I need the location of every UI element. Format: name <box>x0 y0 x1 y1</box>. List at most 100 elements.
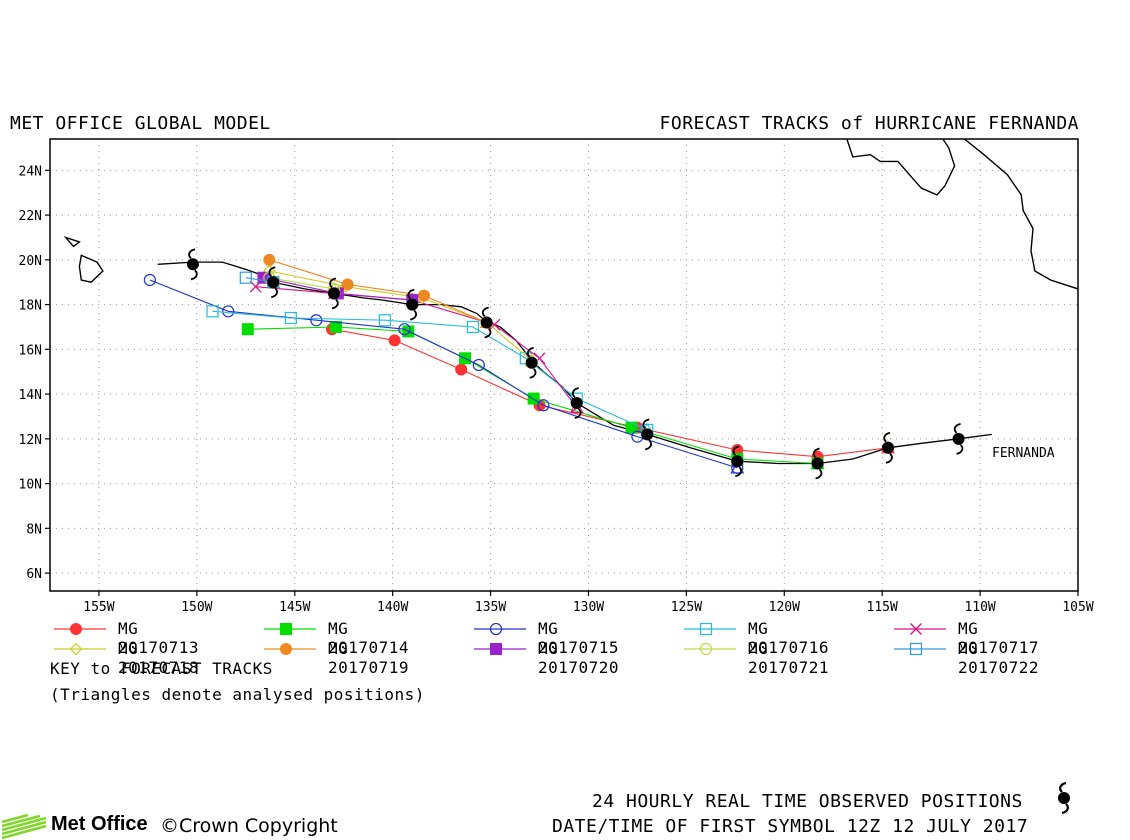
legend-marker <box>474 643 526 655</box>
hurricane-symbol-icon <box>267 266 280 299</box>
lon-tick-label: 110W <box>964 600 995 615</box>
copyright: ©Crown Copyright <box>160 815 338 837</box>
legend-marker <box>894 642 946 656</box>
legend-marker <box>54 623 106 635</box>
island <box>78 254 104 283</box>
legend-marker <box>894 623 946 635</box>
hurricane-symbol-icon <box>811 447 824 480</box>
forecast-line <box>255 286 578 408</box>
track-map: FERNANDA 24N 22N 20N 18N 16N 14N 12N 10N 8N 6N 155W… <box>19 138 1094 615</box>
forecast-point <box>239 271 252 284</box>
legend-marker <box>54 642 106 656</box>
forecast-point <box>284 311 297 325</box>
storm-label: FERNANDA <box>992 446 1055 461</box>
legend-label: MG 20170714 <box>328 619 410 657</box>
hurricane-symbol-icon <box>480 306 493 339</box>
legend-label: MG 20170721 <box>748 639 830 677</box>
lon-tick-label: 145W <box>279 600 310 615</box>
forecast-point <box>378 314 391 327</box>
legend-marker <box>684 642 736 656</box>
hurricane-symbol-icon <box>952 422 965 455</box>
forecast-point <box>388 334 401 347</box>
forecast-point <box>537 399 550 412</box>
lon-tick-label: 115W <box>867 600 898 615</box>
observed-track <box>157 261 992 465</box>
forecast-point <box>472 358 485 372</box>
first-symbol-datetime: DATE/TIME OF FIRST SYMBOL 12Z 12 JULY 20… <box>552 816 1029 837</box>
legend-label: MG 20170716 <box>748 619 830 657</box>
legend-marker <box>264 623 316 635</box>
lon-tick-label: 155W <box>83 600 114 615</box>
forecast-point <box>455 363 468 376</box>
legend-note: (Triangles denote analysed positions) <box>50 685 425 704</box>
forecast-point <box>143 273 156 287</box>
chart-title: FORECAST TRACKS of HURRICANE FERNANDA <box>659 113 1079 134</box>
model-title: MET OFFICE GLOBAL MODEL <box>10 113 271 134</box>
lat-tick-label: 14N <box>19 388 42 403</box>
forecast-point <box>625 421 638 434</box>
lon-tick-label: 150W <box>181 600 212 615</box>
lat-tick-label: 18N <box>19 299 42 314</box>
forecast-point <box>222 305 235 318</box>
legend-label: MG 20170718 <box>118 639 200 677</box>
met-office-logo-icon <box>1 813 47 840</box>
hurricane-symbol-icon <box>406 288 419 321</box>
forecast-track-3 <box>143 273 745 475</box>
lat-tick-label: 12N <box>19 433 42 448</box>
lon-tick-label: 140W <box>377 600 408 615</box>
coastline <box>846 139 956 196</box>
forecast-point <box>310 314 323 327</box>
forecast-point <box>341 278 354 291</box>
forecast-point <box>241 323 254 336</box>
forecast-line <box>269 277 334 290</box>
forecast-point <box>466 320 480 334</box>
legend-label: MG 20170720 <box>538 639 620 677</box>
legend-label: MG 20170715 <box>538 619 620 657</box>
met-office-logo-text: Met Office <box>51 813 148 835</box>
legend-label: MG 20170722 <box>958 639 1040 677</box>
lat-tick-label: 8N <box>26 522 42 537</box>
coastline <box>963 139 1078 290</box>
hurricane-symbol-icon <box>641 418 654 451</box>
lat-tick-label: 22N <box>19 209 42 224</box>
legend-marker <box>264 643 316 655</box>
lon-tick-label: 130W <box>573 600 604 615</box>
hurricane-symbol-icon <box>1058 782 1070 814</box>
hurricane-symbol-icon <box>186 248 199 281</box>
hurricane-symbol-icon <box>525 346 538 379</box>
hurricane-symbol-icon <box>731 445 744 478</box>
legend-label: MG 20170717 <box>958 619 1040 657</box>
forecast-point <box>527 392 540 405</box>
lon-tick-label: 120W <box>769 600 800 615</box>
lat-tick-label: 20N <box>19 254 42 269</box>
forecast-track-6 <box>262 264 539 367</box>
forecast-point <box>263 253 276 266</box>
legend-label: MG 20170713 <box>118 619 200 657</box>
hurricane-symbol-icon <box>327 277 340 310</box>
forecast-point <box>206 305 219 318</box>
legend-marker <box>474 622 526 636</box>
legend-title: KEY to FORECAST TRACKS <box>50 659 273 678</box>
lat-tick-label: 10N <box>19 478 42 493</box>
forecast-line <box>331 328 889 458</box>
forecast-point <box>329 320 342 333</box>
forecast-line <box>149 279 738 469</box>
observed-positions-label: 24 HOURLY REAL TIME OBSERVED POSITIONS <box>592 791 1023 812</box>
forecast-track-1 <box>325 323 895 463</box>
map-border <box>49 138 1079 592</box>
lon-tick-label: 105W <box>1062 600 1093 615</box>
island <box>63 236 81 248</box>
legend-label: MG 20170719 <box>328 639 410 677</box>
island <box>36 224 46 233</box>
lon-tick-label: 135W <box>475 600 506 615</box>
hurricane-symbol-icon <box>882 431 895 464</box>
lat-tick-label: 6N <box>26 567 42 582</box>
lon-tick-label: 125W <box>671 600 702 615</box>
forecast-line <box>269 259 487 324</box>
plot-area <box>36 139 1078 480</box>
legend-marker <box>684 622 736 636</box>
forecast-point <box>398 323 411 336</box>
lat-tick-label: 24N <box>19 164 42 179</box>
forecast-point <box>417 289 430 302</box>
hurricane-symbol-icon <box>570 387 583 419</box>
